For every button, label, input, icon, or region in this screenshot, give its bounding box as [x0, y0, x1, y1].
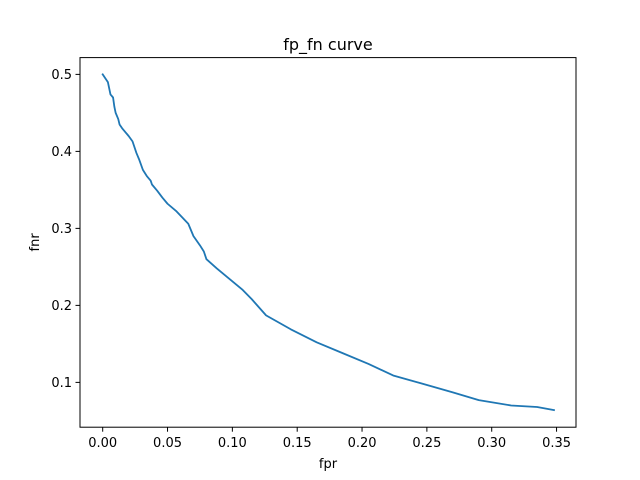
- chart-title: fp_fn curve: [283, 35, 372, 55]
- x-tick-label: 0.20: [348, 436, 377, 451]
- x-tick-label: 0.00: [88, 436, 117, 451]
- y-tick-label: 0.4: [51, 145, 72, 160]
- y-axis-label: fnr: [28, 233, 43, 252]
- x-tick-label: 0.25: [412, 436, 441, 451]
- y-tick-label: 0.3: [51, 222, 72, 237]
- x-tick-label: 0.35: [542, 436, 571, 451]
- axes-frame: [79, 57, 577, 428]
- series-layer: [101, 73, 556, 412]
- x-tick-label: 0.10: [218, 436, 247, 451]
- x-axis-label: fpr: [319, 457, 338, 472]
- series-line-0: [101, 73, 556, 412]
- x-tick-label: 0.30: [477, 436, 506, 451]
- x-tick-label: 0.05: [153, 436, 182, 451]
- y-tick-label: 0.2: [51, 299, 72, 314]
- x-tick-label: 0.15: [283, 436, 312, 451]
- y-axis-ticks: 0.1 0.2 0.3 0.4 0.5: [51, 68, 80, 391]
- plot-area: [80, 57, 576, 428]
- y-tick-label: 0.1: [51, 376, 72, 391]
- x-axis-ticks: 0.00 0.05 0.10 0.15 0.20 0.25 0.30 0.35: [88, 427, 571, 451]
- y-tick-label: 0.5: [51, 68, 72, 83]
